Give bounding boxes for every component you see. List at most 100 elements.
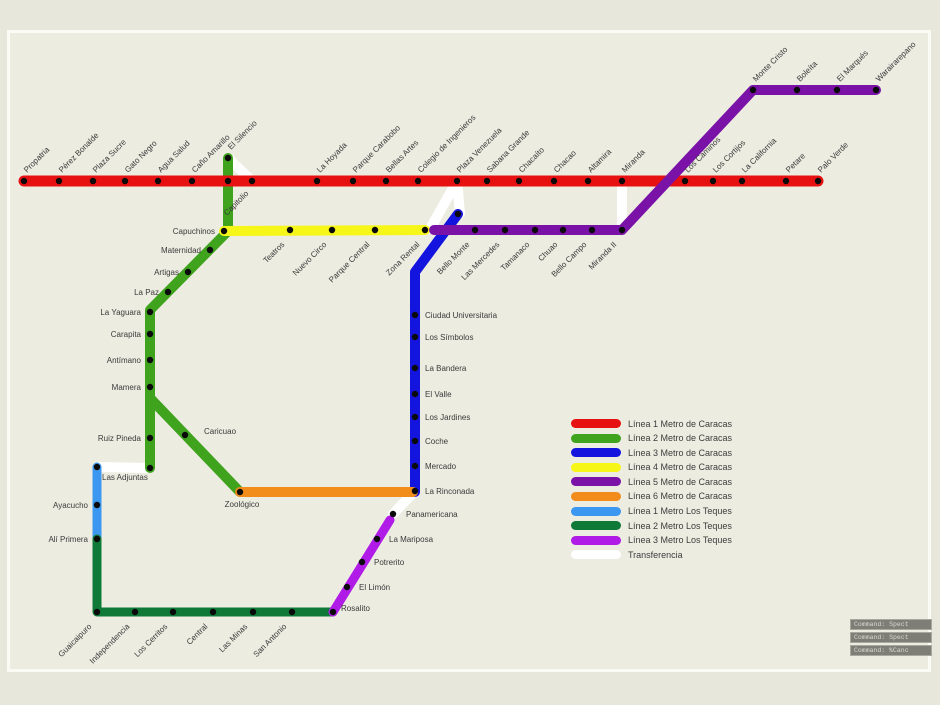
station-label: El Valle [425,390,452,399]
station-label: Ciudad Universitaria [425,311,498,320]
station-dot [782,177,790,185]
map-panel [7,30,931,672]
station-label: Guaicaipuro [57,622,94,659]
station-dot [188,177,196,185]
station-label: La Yaguara [100,308,141,317]
legend-item: Línea 2 Metro de Caracas [571,432,732,445]
station-dot [224,177,232,185]
legend-item: Línea 2 Metro Los Teques [571,519,732,532]
station-label: La California [740,136,779,175]
station-label: Los Símbolos [425,333,473,342]
station-label: El Limón [359,583,390,592]
command-box[interactable]: Command: Spect [850,632,932,643]
station-label: Miranda [620,147,647,174]
transfer-las-adjuntas [94,462,153,473]
station-dot [373,535,381,543]
station-dot [411,462,419,470]
station-dot [164,288,172,296]
station-label: Mamera [112,383,142,392]
station-label: Artigas [154,268,179,277]
station-dot [584,177,592,185]
station-dot [121,177,129,185]
legend-label: Línea 3 Metro Los Teques [628,535,732,546]
legend-label: Línea 2 Metro Los Teques [628,520,732,531]
station-label: Las Adjuntas [102,473,148,482]
station-label: Las Minas [217,622,249,654]
station-label: Ayacucho [53,501,89,510]
station-dot [559,226,567,234]
station-dot [313,177,321,185]
legend-item: Transferencia [571,548,732,561]
command-box[interactable]: Command: Spect [850,619,932,630]
station-dot [738,177,746,185]
station-dot [328,226,336,234]
station-dot [872,86,880,94]
station-dot [371,226,379,234]
station-label: Warairarepano [874,39,918,83]
legend-label: Línea 6 Metro de Caracas [628,491,733,502]
station-label: Agua Salud [156,139,192,175]
station-dot [453,177,461,185]
station-label: La Bandera [425,364,467,373]
metro-line-linea-2-caracas-branch [145,393,245,497]
station-dot [515,177,523,185]
legend-color-swatch [571,462,621,472]
station-label: Los Jardines [425,413,470,422]
legend-color-swatch [571,491,621,501]
legend-color-swatch [571,506,621,516]
station-dot [146,308,154,316]
station-dot [343,583,351,591]
station-dot [709,177,717,185]
station-label: Altamira [586,147,613,174]
station-label: El Marqués [835,48,870,83]
station-label: Los Cerritos [133,622,170,659]
legend-label: Línea 2 Metro de Caracas [628,433,733,444]
station-dot [411,437,419,445]
station-dot [146,330,154,338]
station-label: Rosalito [341,604,370,613]
station-label: Potrerito [374,558,405,567]
station-label: Chacao [552,148,578,174]
station-label: Gato Negro [123,138,159,174]
station-dot [131,608,139,616]
station-dot [588,226,596,234]
command-box[interactable]: Command: %Canc [850,645,932,656]
station-label: Tamanaco [499,240,532,273]
station-dot [411,413,419,421]
legend-color-swatch [571,550,621,560]
station-label: Panamericana [406,510,458,519]
station-dot [146,464,154,472]
legend-label: Transferencia [628,549,683,560]
command-stack: Command: Spect Command: Spect Command: %Ca… [850,619,932,658]
station-label: Chacaíto [517,145,546,174]
station-dot [411,311,419,319]
station-label: Monte Cristo [751,45,790,84]
station-label: Nuevo Circo [291,240,329,278]
station-dot [329,608,337,616]
station-dot [382,177,390,185]
station-label: Carapita [111,330,142,339]
transfer-plaza-venezuela-zona-rental [425,176,462,234]
legend-color-swatch [571,535,621,545]
station-dot [411,364,419,372]
legend-color-swatch [571,433,621,443]
station-dot [411,487,419,495]
station-dot [181,431,189,439]
station-label: La Paz [134,288,159,297]
legend-item: Línea 3 Metro de Caracas [571,446,732,459]
station-dot [236,488,244,496]
station-dot [206,246,214,254]
station-label: Miranda II [587,240,619,272]
station-dot [55,177,63,185]
legend-item: Línea 4 Metro de Caracas [571,461,732,474]
station-label: Antímano [107,356,142,365]
station-label: Ruiz Pineda [98,434,142,443]
station-dot [421,226,429,234]
legend-color-swatch [571,419,621,428]
station-dot [146,434,154,442]
metro-line-linea-2-caracas [145,153,233,473]
station-dot [471,226,479,234]
metro-line-linea-3-los-teques [328,515,395,617]
metro-line-linea-4-caracas [219,225,430,236]
station-dot [389,510,397,518]
